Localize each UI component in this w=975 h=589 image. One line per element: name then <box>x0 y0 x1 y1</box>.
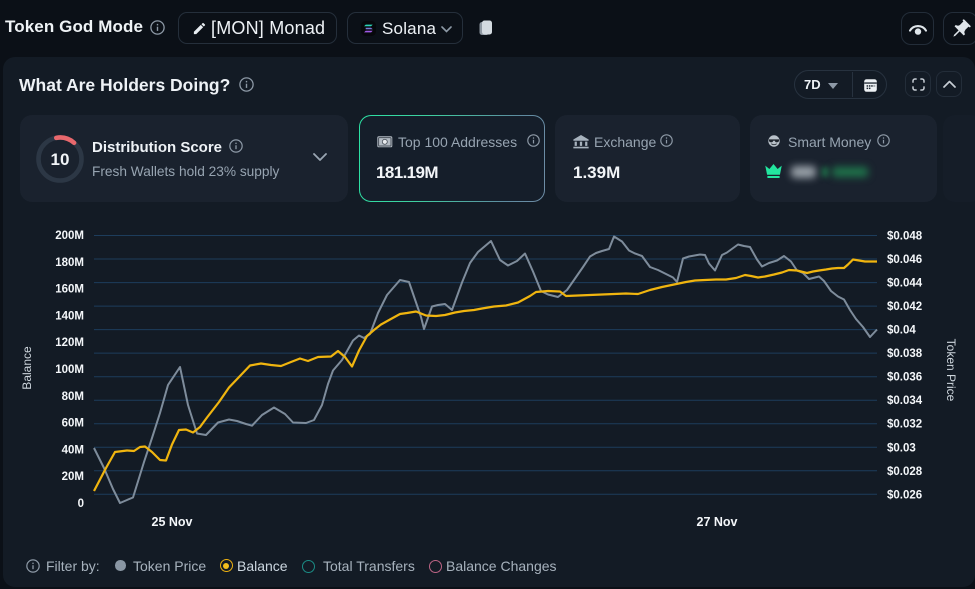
svg-text:$0.036: $0.036 <box>887 372 922 384</box>
svg-text:0: 0 <box>78 498 84 510</box>
svg-text:$0.032: $0.032 <box>887 419 922 431</box>
svg-text:$0.042: $0.042 <box>887 301 922 313</box>
svg-text:$0.048: $0.048 <box>887 231 923 243</box>
svg-text:$0.044: $0.044 <box>887 278 923 290</box>
svg-text:20M: 20M <box>62 471 84 483</box>
svg-text:$0.028: $0.028 <box>887 466 923 478</box>
svg-text:Token Price: Token Price <box>944 339 958 402</box>
svg-text:25 Nov: 25 Nov <box>152 515 193 529</box>
svg-text:80M: 80M <box>62 391 84 403</box>
svg-text:$0.038: $0.038 <box>887 348 923 360</box>
svg-text:$0.026: $0.026 <box>887 489 922 501</box>
svg-text:$0.046: $0.046 <box>887 254 922 266</box>
svg-text:Balance: Balance <box>20 346 34 390</box>
svg-text:60M: 60M <box>62 418 84 430</box>
svg-text:10: 10 <box>51 150 70 169</box>
svg-text:100M: 100M <box>55 364 84 376</box>
svg-text:200M: 200M <box>55 230 84 242</box>
svg-text:$0.04: $0.04 <box>887 325 916 337</box>
svg-text:180M: 180M <box>55 257 84 269</box>
svg-text:$0.034: $0.034 <box>887 395 923 407</box>
svg-text:160M: 160M <box>55 284 84 296</box>
svg-text:40M: 40M <box>62 444 84 456</box>
svg-text:$0.03: $0.03 <box>887 442 916 454</box>
svg-text:120M: 120M <box>55 337 84 349</box>
svg-text:140M: 140M <box>55 310 84 322</box>
svg-text:27 Nov: 27 Nov <box>697 515 738 529</box>
